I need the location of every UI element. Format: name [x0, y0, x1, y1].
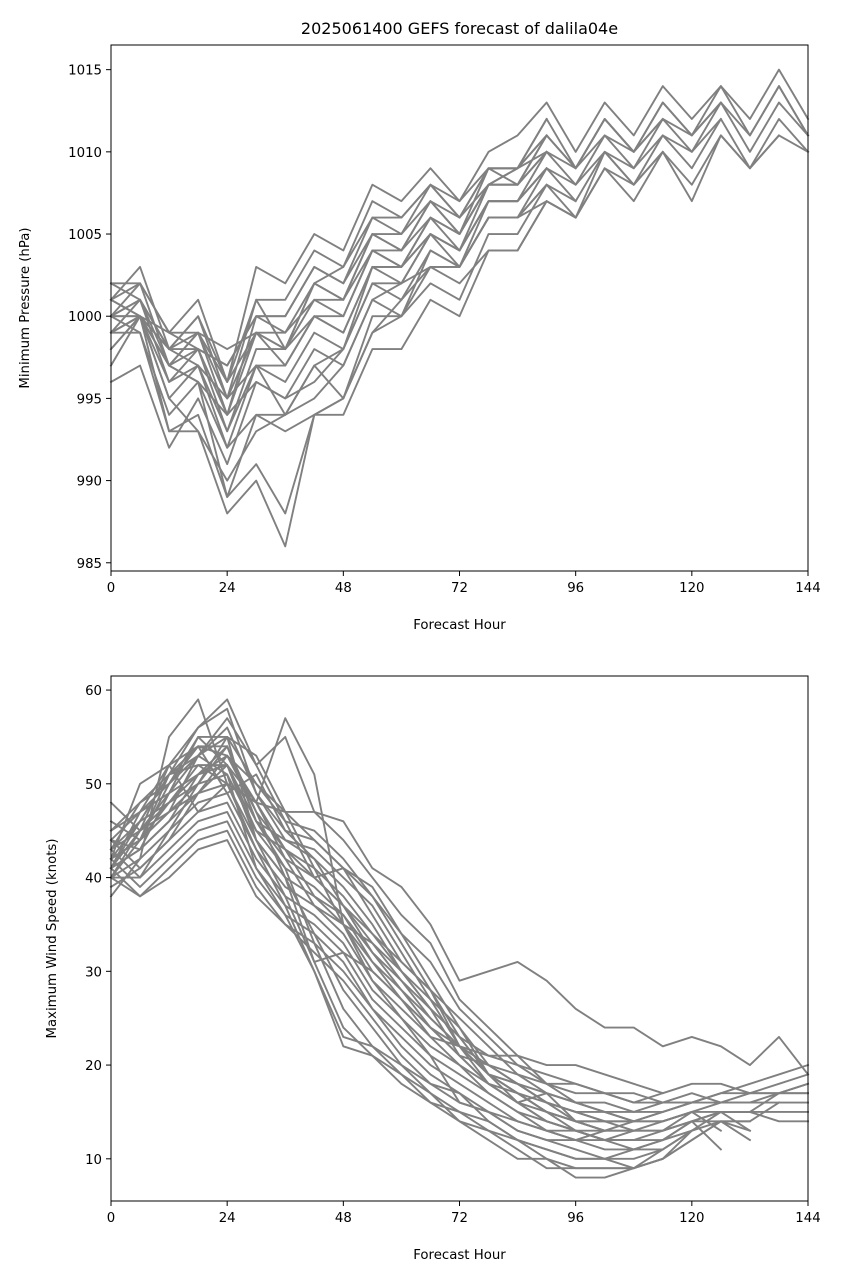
pressure-x-tick-label: 96 [567, 581, 584, 596]
wind-y-tick-label: 40 [85, 872, 102, 887]
wind-ensemble-member-line-2 [109, 698, 810, 1076]
pressure-y-tick-label: 995 [77, 392, 102, 407]
pressure-y-tick-label: 1005 [68, 228, 102, 243]
wind-ensemble-member-line-18 [109, 764, 665, 1170]
wind-speed-chart: 0 24 48 72 96 120 144 10 20 30 40 50 60 Forecast Hour… [45, 675, 821, 1263]
pressure-chart-title: 2025061400 GEFS forecast of dalila04e [301, 19, 618, 38]
wind-x-tick-label: 96 [567, 1211, 584, 1226]
pressure-y-tick-label: 1010 [68, 146, 102, 161]
wind-ensemble-member-line-29 [109, 735, 606, 1132]
wind-ensemble-member-line-19 [109, 764, 723, 1160]
pressure-x-tick-label: 120 [679, 581, 704, 596]
wind-x-tick-label: 144 [795, 1211, 820, 1226]
wind-ensemble-member-line-24 [109, 754, 664, 1104]
pressure-x-tick-label: 72 [451, 581, 468, 596]
pressure-ensemble-member-line-21 [109, 166, 548, 400]
pressure-x-tick-label: 144 [795, 581, 820, 596]
pressure-x-tick-label: 0 [107, 581, 115, 596]
wind-y-axis-label: Maximum Wind Speed (knots) [45, 838, 60, 1038]
pressure-y-tick-label: 985 [77, 557, 102, 572]
pressure-ensemble-member-line-20 [109, 134, 548, 383]
pressure-y-tick-label: 1015 [68, 64, 102, 79]
wind-series-group [109, 698, 810, 1179]
pressure-ensemble-member-line-9 [109, 117, 665, 351]
pressure-y-axis-label: Minimum Pressure (hPa) [18, 227, 33, 388]
wind-ensemble-member-line-13 [109, 820, 694, 1151]
wind-x-tick-label: 48 [335, 1211, 352, 1226]
pressure-y-tick-label: 1000 [68, 310, 102, 325]
wind-ensemble-member-line-22 [109, 745, 693, 1113]
wind-y-tick-label: 50 [85, 778, 102, 793]
pressure-series-group [109, 68, 810, 548]
pressure-ensemble-member-line-19 [109, 117, 548, 367]
wind-x-tick-label: 0 [107, 1211, 115, 1226]
pressure-x-tick-label: 24 [219, 581, 236, 596]
wind-ensemble-member-line-12 [109, 810, 781, 1151]
pressure-ensemble-member-line-17 [110, 150, 548, 416]
wind-x-tick-label: 24 [219, 1211, 236, 1226]
wind-ensemble-member-line-30 [109, 764, 606, 1123]
pressure-x-tick-label: 48 [335, 581, 352, 596]
pressure-x-axis-label: Forecast Hour [413, 618, 506, 633]
wind-ensemble-member-line-27 [109, 707, 635, 1142]
wind-x-tick-label: 120 [679, 1211, 704, 1226]
wind-y-tick-label: 20 [85, 1059, 102, 1074]
wind-y-tick-label: 60 [85, 684, 102, 699]
wind-y-tick-label: 30 [85, 965, 102, 980]
wind-x-axis-label: Forecast Hour [413, 1248, 506, 1263]
wind-y-tick-label: 10 [85, 1153, 102, 1168]
wind-x-tick-label: 72 [451, 1211, 468, 1226]
wind-ensemble-member-line-14 [109, 829, 694, 1160]
pressure-chart: 2025061400 GEFS forecast of dalila04e 0 24… [18, 19, 821, 633]
pressure-y-tick-label: 990 [77, 475, 102, 490]
pressure-ensemble-member-line-12 [110, 200, 577, 548]
